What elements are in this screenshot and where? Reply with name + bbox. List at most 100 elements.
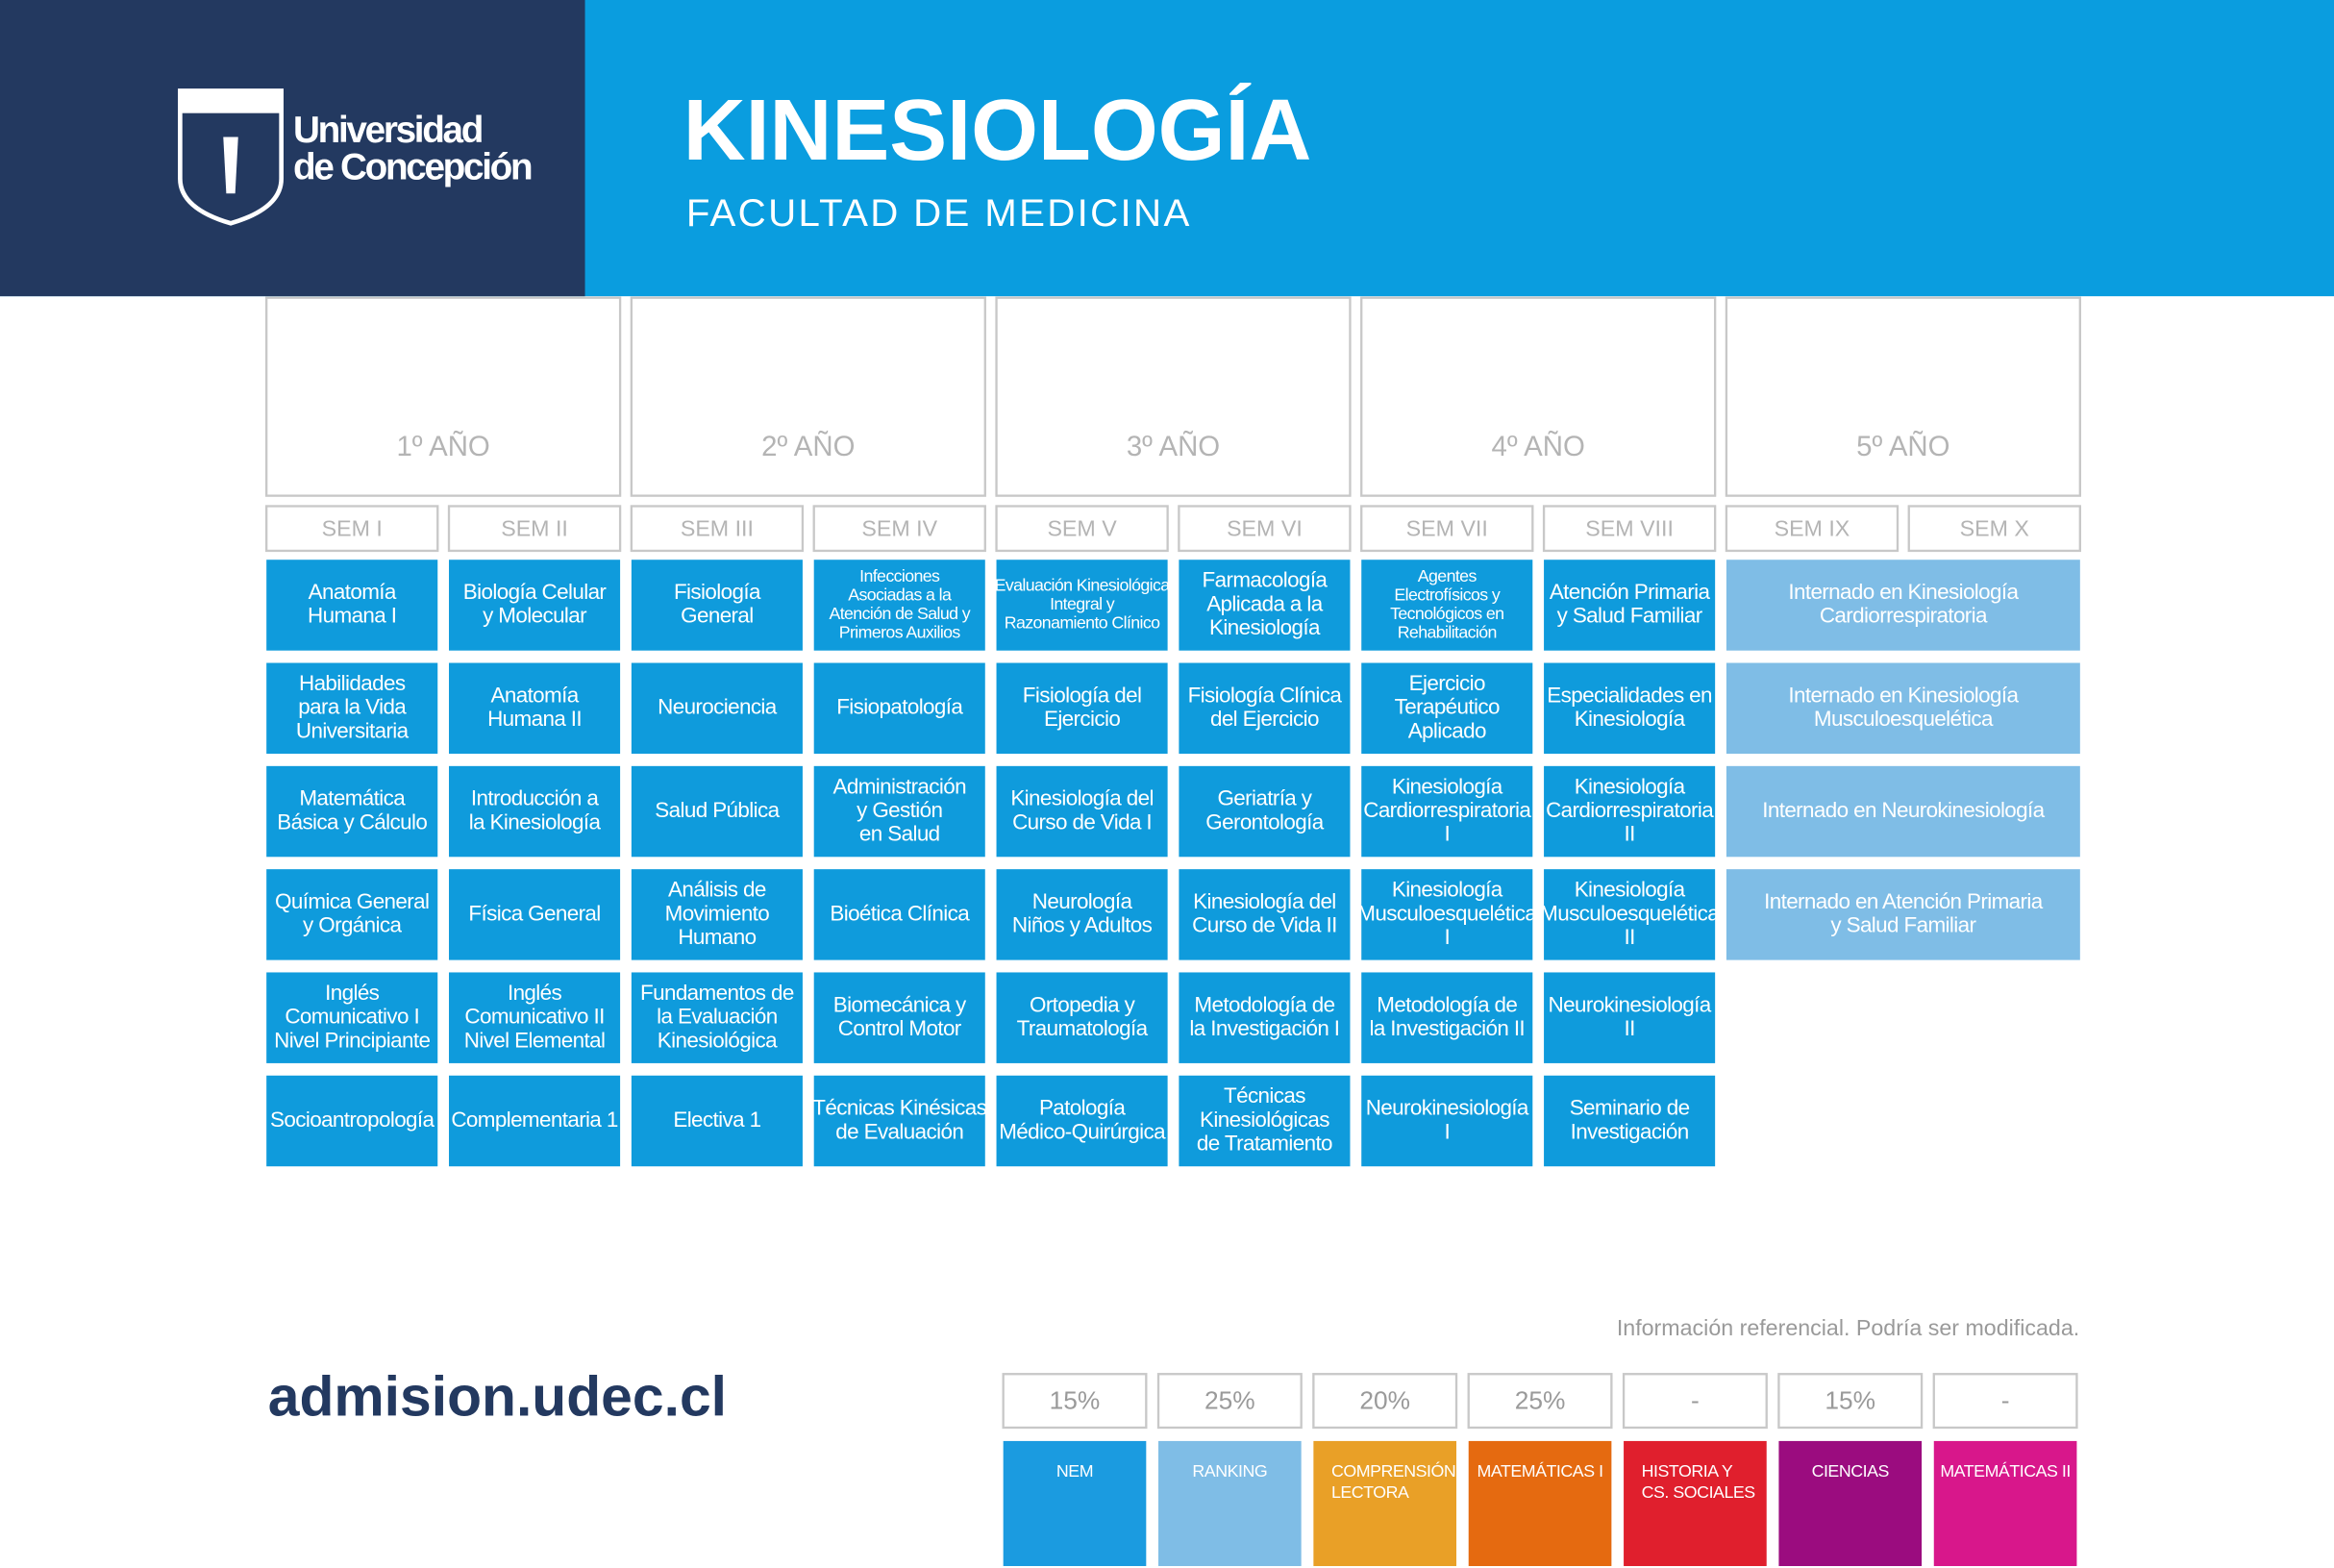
weight-factor: NEM bbox=[1056, 1461, 1093, 1481]
course-name: Humano bbox=[678, 925, 756, 949]
course-name: la Kinesiología bbox=[469, 809, 602, 834]
course-name: Ejercicio bbox=[1044, 707, 1120, 731]
course-box bbox=[1361, 560, 1533, 651]
weight-value-box bbox=[1312, 1373, 1458, 1430]
semester-label: SEM III bbox=[681, 515, 754, 540]
weight-factor: CS. SOCIALES bbox=[1642, 1482, 1756, 1502]
course-name: Primeros Auxilios bbox=[839, 623, 961, 642]
logo-torch bbox=[223, 137, 238, 194]
internship-box bbox=[1726, 765, 2080, 858]
course-name: Técnicas Kinésicas bbox=[812, 1096, 986, 1120]
course-box bbox=[1179, 869, 1351, 960]
course-box bbox=[1179, 765, 1351, 858]
course-name: Agentes bbox=[1418, 566, 1477, 585]
internship-box bbox=[1726, 662, 2080, 754]
year-box bbox=[995, 296, 1352, 497]
course-box bbox=[813, 662, 985, 754]
course-name: Física General bbox=[468, 901, 600, 925]
weight-factor: MATEMÁTICAS II bbox=[1940, 1461, 2071, 1481]
course-box bbox=[1361, 1075, 1533, 1167]
course-name: y Orgánica bbox=[303, 913, 402, 937]
course-box bbox=[813, 1075, 985, 1167]
course-box bbox=[449, 1075, 621, 1167]
course-name: Química General bbox=[275, 889, 429, 913]
course-name: del Ejercicio bbox=[1210, 707, 1319, 731]
weight-factor: CIENCIAS bbox=[1812, 1461, 1890, 1481]
semester-box bbox=[1542, 505, 1717, 553]
year-box bbox=[1725, 296, 2081, 497]
weight-value-box bbox=[1156, 1373, 1303, 1430]
course-name: Introducción a bbox=[471, 786, 599, 810]
course-name: Técnicas bbox=[1224, 1083, 1305, 1108]
course-name: Neurociencia bbox=[658, 695, 778, 719]
course-name: Comunicativo I bbox=[285, 1005, 419, 1029]
course-name: de Tratamiento bbox=[1197, 1132, 1332, 1156]
course-box bbox=[631, 1075, 803, 1167]
semester-box bbox=[265, 505, 439, 553]
course-box bbox=[813, 869, 985, 960]
course-name: Terapéutico bbox=[1395, 695, 1500, 719]
course-name: Integral y bbox=[1050, 594, 1115, 613]
year-label: 1º AÑO bbox=[396, 430, 489, 462]
semester-box bbox=[1360, 505, 1534, 553]
website: admision.udec.cl bbox=[268, 1366, 727, 1429]
course-box bbox=[631, 662, 803, 754]
course-name: la Evaluación bbox=[657, 1005, 778, 1029]
course-name: Gerontología bbox=[1205, 809, 1324, 834]
semester-label: SEM X bbox=[1960, 515, 2029, 540]
weight-value: 20% bbox=[1359, 1386, 1410, 1415]
course-name: Kinesiológica bbox=[658, 1028, 778, 1052]
course-name: Biología Celular bbox=[463, 580, 608, 604]
logo-band bbox=[0, 0, 585, 297]
semester-label: SEM VII bbox=[1406, 515, 1488, 540]
course-box bbox=[1544, 560, 1716, 651]
weight-factor: RANKING bbox=[1192, 1461, 1267, 1481]
weight-factor-box bbox=[1624, 1440, 1767, 1566]
course-name: II bbox=[1624, 822, 1634, 846]
course-name: Biomecánica y bbox=[833, 992, 967, 1016]
course-name: Ejercicio bbox=[1409, 671, 1485, 695]
semester-label: SEM VI bbox=[1227, 515, 1303, 540]
course-name: II bbox=[1624, 1016, 1634, 1040]
course-name: Inglés bbox=[325, 981, 380, 1005]
internship-box bbox=[1726, 869, 2080, 960]
course-box bbox=[1361, 662, 1533, 754]
weight-value-box bbox=[1932, 1373, 2078, 1430]
semester-box bbox=[630, 505, 805, 553]
university-name: de Concepción bbox=[293, 147, 532, 188]
course-box bbox=[813, 560, 985, 651]
semester-label: SEM IV bbox=[861, 515, 937, 540]
faculty-subtitle: FACULTAD DE MEDICINA bbox=[686, 191, 1192, 235]
weight-factor: MATEMÁTICAS I bbox=[1477, 1461, 1603, 1481]
course-box bbox=[1544, 869, 1716, 960]
semester-label: SEM IX bbox=[1775, 515, 1850, 540]
course-box bbox=[449, 869, 621, 960]
weight-factor-box bbox=[1313, 1440, 1457, 1566]
course-name: Socioantropología bbox=[270, 1108, 435, 1132]
year-label: 4º AÑO bbox=[1492, 430, 1585, 462]
year-box bbox=[265, 296, 622, 497]
internship-name: Internado en Neurokinesiología bbox=[1762, 798, 2045, 822]
course-name: la Investigación II bbox=[1369, 1016, 1525, 1040]
semester-label: SEM I bbox=[322, 515, 383, 540]
course-box bbox=[266, 765, 438, 858]
course-name: Kinesiología bbox=[1575, 878, 1686, 902]
weight-value: 25% bbox=[1204, 1386, 1255, 1415]
course-box bbox=[266, 1075, 438, 1167]
course-box bbox=[449, 560, 621, 651]
course-box bbox=[1544, 662, 1716, 754]
weight-value: - bbox=[2001, 1386, 2010, 1415]
course-name: Seminario de bbox=[1570, 1096, 1690, 1120]
year-label: 2º AÑO bbox=[761, 430, 855, 462]
course-box bbox=[631, 869, 803, 960]
course-name: y Molecular bbox=[483, 604, 587, 628]
course-box bbox=[449, 662, 621, 754]
weight-factor-box bbox=[1158, 1440, 1302, 1566]
course-box bbox=[631, 765, 803, 858]
course-name: Aplicada a la bbox=[1206, 591, 1324, 615]
course-box bbox=[1179, 662, 1351, 754]
course-name: Curso de Vida I bbox=[1012, 809, 1152, 834]
course-name: Nivel Principiante bbox=[274, 1028, 430, 1052]
course-name: Kinesiológicas bbox=[1200, 1108, 1329, 1132]
